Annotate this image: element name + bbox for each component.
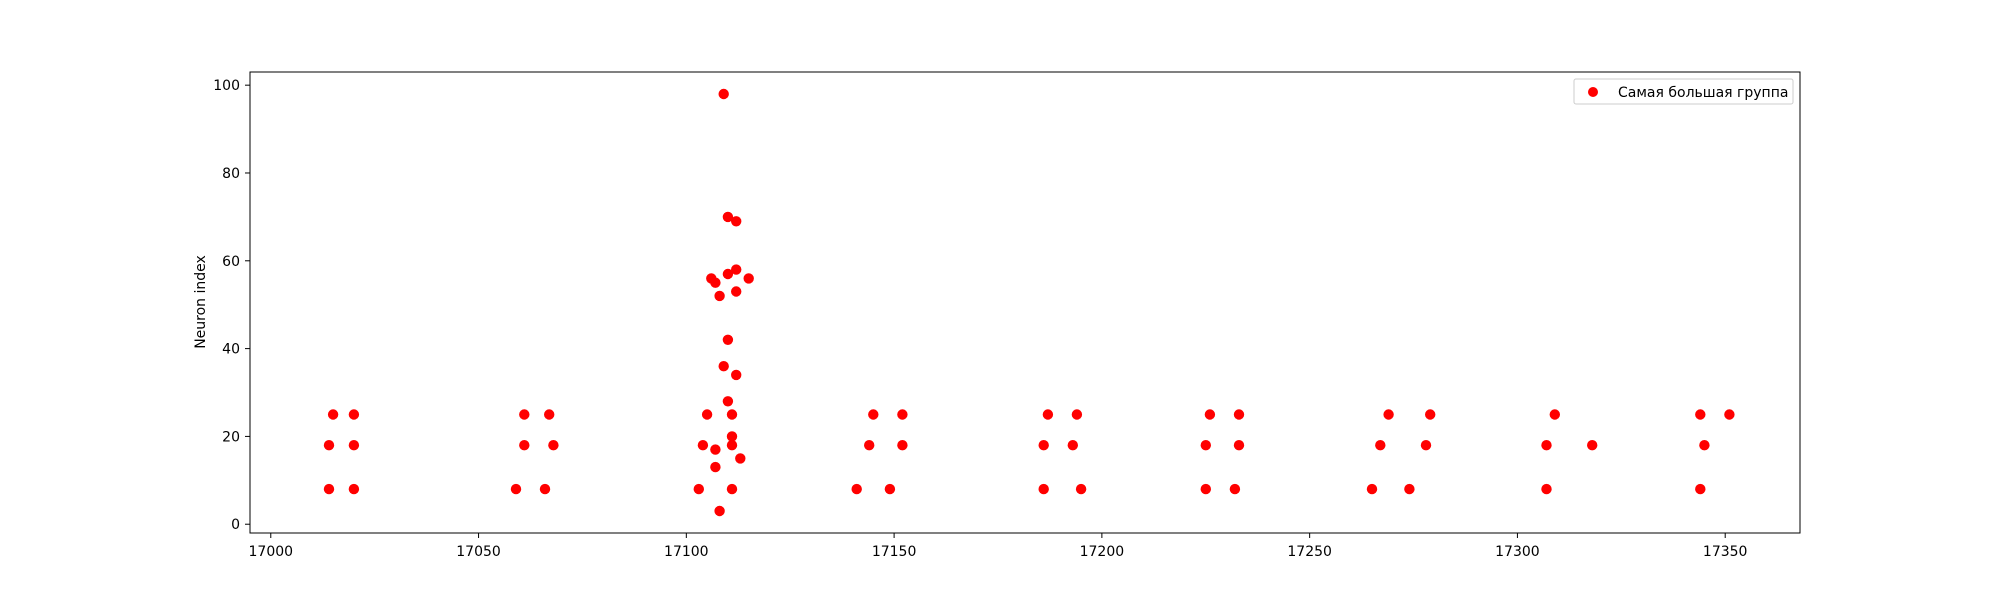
data-point xyxy=(323,483,335,495)
legend-box xyxy=(1573,78,1794,105)
data-point xyxy=(735,453,746,464)
data-point xyxy=(1200,483,1212,495)
data-point xyxy=(548,440,559,451)
data-point xyxy=(1229,483,1241,495)
data-point xyxy=(864,440,875,451)
x-tick-label: 17050 xyxy=(456,544,501,560)
data-point xyxy=(726,409,738,420)
data-point xyxy=(884,483,896,495)
x-tick-label: 17150 xyxy=(872,544,917,560)
data-point xyxy=(1200,440,1212,451)
data-point xyxy=(1404,483,1415,495)
data-point xyxy=(1549,409,1561,420)
data-point xyxy=(722,334,734,345)
data-point xyxy=(1541,483,1552,495)
data-point xyxy=(697,440,709,451)
x-tick-label: 17300 xyxy=(1495,544,1540,560)
data-point xyxy=(726,483,738,495)
data-point xyxy=(714,290,725,302)
data-point xyxy=(718,88,729,100)
data-point xyxy=(710,461,721,473)
data-point xyxy=(1375,440,1386,451)
data-point xyxy=(1383,409,1394,420)
data-point xyxy=(718,361,729,372)
data-point xyxy=(327,409,339,420)
data-point xyxy=(1071,409,1083,420)
data-point xyxy=(731,216,742,227)
data-point xyxy=(701,409,713,420)
data-point xyxy=(722,211,734,223)
data-point xyxy=(519,409,530,420)
data-point xyxy=(544,409,555,420)
legend: Самая большая группа xyxy=(1573,78,1794,105)
x-tick-label: 17200 xyxy=(1080,544,1125,560)
y-tick-label: 60 xyxy=(222,254,240,270)
data-point xyxy=(510,483,522,495)
y-axis-label: Neuron index xyxy=(193,255,209,349)
data-point xyxy=(1420,440,1432,451)
y-tick-label: 40 xyxy=(222,342,240,358)
data-point xyxy=(726,431,738,442)
data-point xyxy=(1724,409,1735,420)
data-point xyxy=(868,409,879,420)
data-point xyxy=(1695,483,1706,495)
data-point xyxy=(1425,409,1436,420)
data-point xyxy=(710,444,721,455)
data-point xyxy=(1233,440,1245,451)
y-tick-label: 0 xyxy=(231,517,240,533)
data-point xyxy=(1075,483,1087,495)
x-tick-label: 17250 xyxy=(1287,544,1332,560)
data-point xyxy=(897,440,908,451)
data-point xyxy=(1541,440,1552,451)
plot-area xyxy=(249,71,1801,534)
data-point xyxy=(348,440,360,451)
data-point xyxy=(731,286,742,297)
data-point xyxy=(714,505,725,517)
data-point xyxy=(519,440,530,451)
data-point xyxy=(1366,483,1378,495)
data-points xyxy=(323,88,1735,517)
data-point xyxy=(1695,409,1706,420)
data-point xyxy=(323,440,335,451)
y-tick-label: 80 xyxy=(222,166,240,182)
data-point xyxy=(1204,409,1216,420)
data-point xyxy=(731,369,742,381)
data-point xyxy=(1699,440,1710,451)
data-point xyxy=(1038,483,1049,495)
data-point xyxy=(710,277,721,288)
data-point xyxy=(731,264,742,275)
x-tick-label: 17350 xyxy=(1703,544,1748,560)
legend-marker xyxy=(1588,87,1598,97)
data-point xyxy=(348,409,360,420)
x-tick-label: 17000 xyxy=(249,544,294,560)
data-point xyxy=(897,409,908,420)
data-point xyxy=(1233,409,1245,420)
x-tick-label: 17100 xyxy=(664,544,709,560)
data-point xyxy=(539,483,551,495)
data-point xyxy=(1067,440,1079,451)
x-axis: 17000 17050 17100 17150 17200 17250 17300 17350 xyxy=(249,533,1748,560)
data-point xyxy=(726,440,738,451)
legend-label: Самая большая группа xyxy=(1618,85,1788,101)
y-axis: 0 20 40 60 80 100 xyxy=(213,78,250,533)
data-point xyxy=(851,483,862,495)
data-point xyxy=(722,396,734,407)
data-point xyxy=(1587,440,1598,451)
data-point xyxy=(348,483,360,495)
y-tick-label: 20 xyxy=(222,429,240,445)
data-point xyxy=(1038,440,1049,451)
data-point xyxy=(1042,409,1054,420)
data-point xyxy=(722,268,734,280)
y-tick-label: 100 xyxy=(213,78,240,94)
data-point xyxy=(743,273,754,284)
data-point xyxy=(693,483,704,495)
